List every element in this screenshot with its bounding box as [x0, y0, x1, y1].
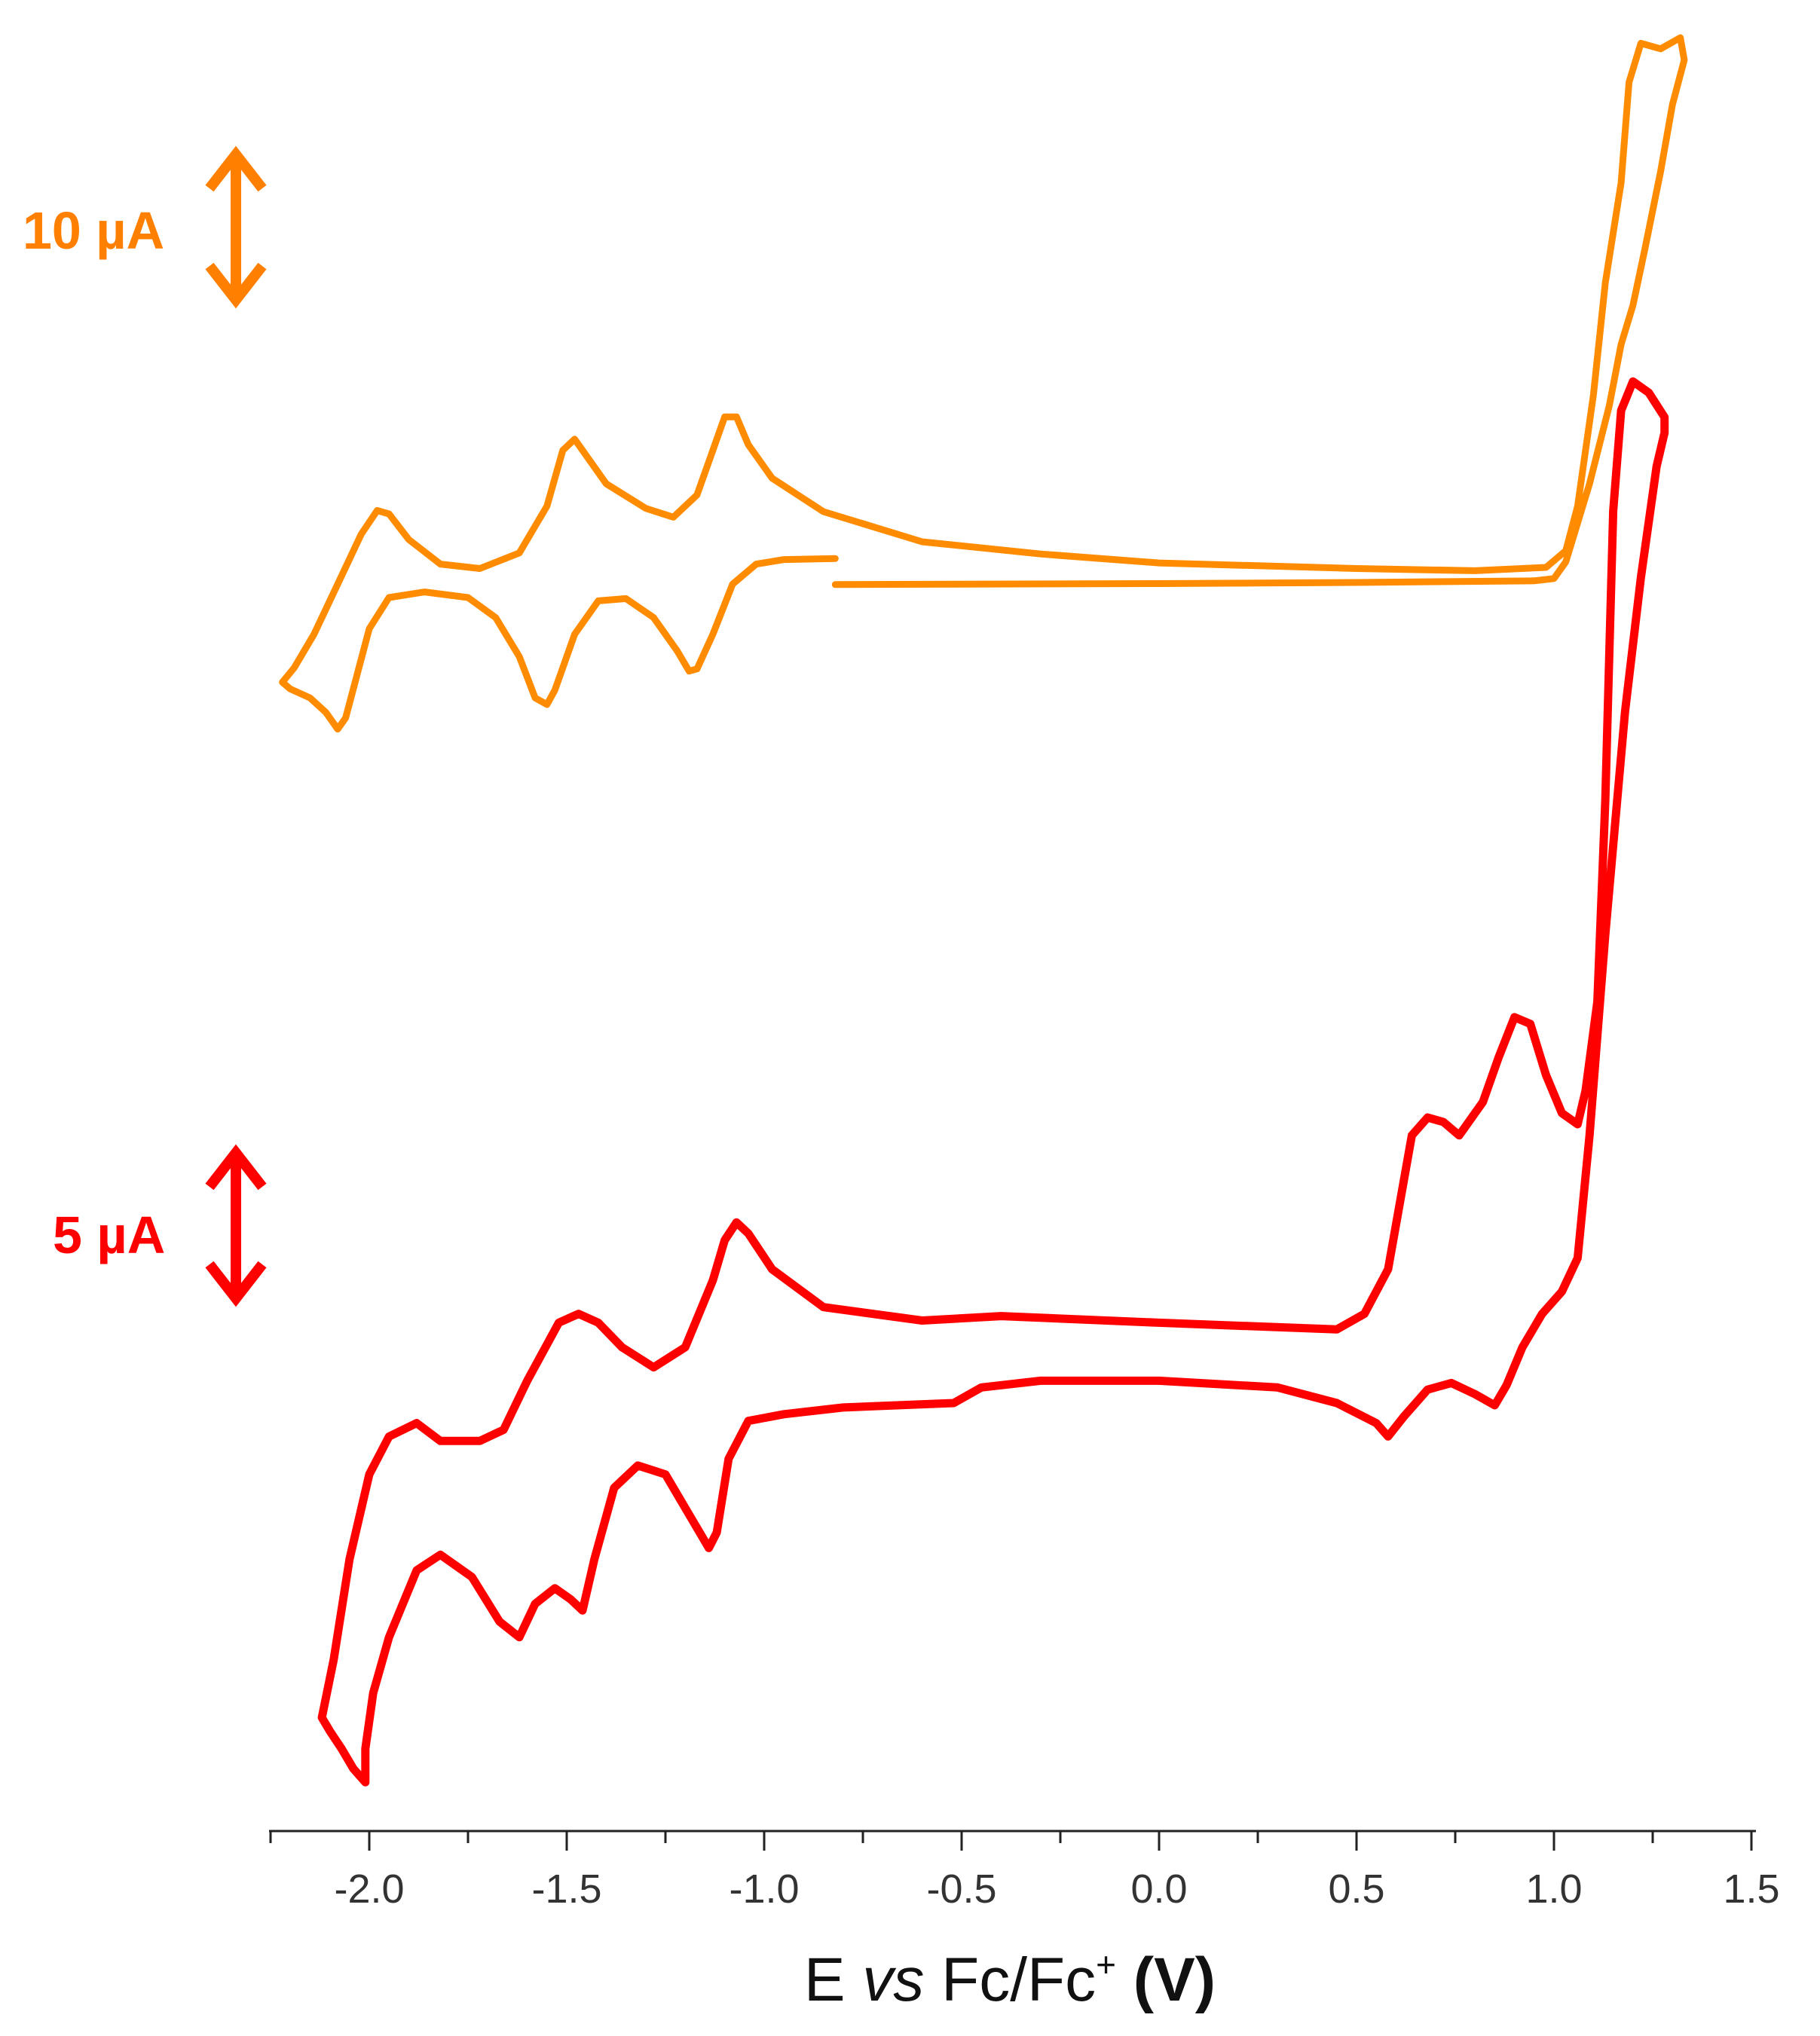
x-axis: -2.0 -1.5 -1.0 -0.5 0.0 0.5 1.0 1.5 [269, 1830, 1780, 1912]
x-tick-label: 0.5 [1328, 1866, 1384, 1912]
x-axis-title-sup: + [1096, 1945, 1116, 1984]
x-axis-title-mid: Fc/Fc [924, 1946, 1096, 2014]
x-axis-title-italic: vs [862, 1946, 924, 2014]
x-tick-label: -0.5 [926, 1866, 996, 1912]
scale-bar-orange: 10 µA [23, 145, 267, 309]
x-tick-label: 1.5 [1723, 1866, 1779, 1912]
scale-bar-arrow-up [205, 145, 267, 192]
x-axis-title-prefix: E [804, 1946, 862, 2014]
x-tick-label: 1.0 [1525, 1866, 1582, 1912]
x-axis-title-unit: (V) [1116, 1946, 1216, 2014]
x-tick-label: 0.0 [1130, 1866, 1187, 1912]
scale-bar-red: 5 µA [53, 1144, 267, 1307]
scale-bar-arrow-down [205, 1261, 267, 1307]
cv-traces [279, 34, 1688, 1787]
scale-bar-label: 10 µA [23, 201, 164, 260]
x-axis-title: E vs Fc/Fc+ (V) [804, 1945, 1216, 2014]
cv-trace-red [317, 377, 1669, 1787]
x-tick-label: -1.5 [531, 1866, 601, 1912]
scale-bar-arrow-down [205, 262, 267, 309]
scale-bar-arrow-up [205, 1144, 267, 1191]
cv-trace-orange [279, 34, 1688, 733]
scale-bar-label: 5 µA [53, 1206, 165, 1264]
x-tick-label: -2.0 [334, 1866, 404, 1912]
x-tick-label: -1.0 [729, 1866, 799, 1912]
